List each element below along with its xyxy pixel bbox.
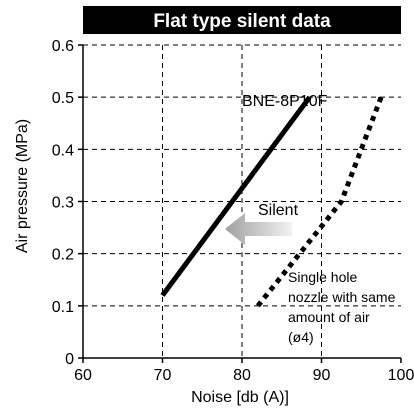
title-banner — [83, 6, 401, 34]
y-tick-label: 0.5 — [52, 90, 74, 107]
series-layer — [160, 95, 384, 308]
x-axis-label: Noise [db (A)] — [191, 389, 289, 406]
tick-layer: 0 0.1 0.2 0.3 0.4 0.5 0.6 60 70 80 90 100 — [52, 38, 414, 384]
y-tick-label: 0.2 — [52, 247, 74, 264]
series-label-nozzle-line: (ø4) — [288, 329, 314, 345]
y-tick-label: 0.3 — [52, 195, 74, 212]
y-axis-label: Air pressure (MPa) — [14, 119, 31, 253]
series-line-bne — [160, 95, 312, 297]
x-tick-label: 60 — [74, 367, 92, 384]
y-tick-label: 0.6 — [52, 38, 74, 55]
series-line-nozzle — [255, 96, 384, 308]
x-tick-label: 100 — [388, 367, 414, 384]
series-label-nozzle-line: nozzle with same — [288, 289, 396, 305]
y-tick-label: 0.1 — [52, 299, 74, 316]
series-label-nozzle-line: amount of air — [288, 309, 370, 325]
series-label-nozzle: Single hole nozzle with same amount of air… — [288, 269, 396, 345]
silent-arrow — [225, 213, 292, 245]
x-tick-label: 90 — [313, 367, 331, 384]
y-tick-label: 0.4 — [52, 142, 74, 159]
x-tick-label: 80 — [233, 367, 251, 384]
silent-label: Silent — [258, 202, 299, 219]
chart-title: Flat type silent data — [153, 11, 331, 32]
y-tick-label: 0 — [65, 351, 74, 368]
series-label-nozzle-line: Single hole — [288, 269, 357, 285]
x-tick-label: 70 — [154, 367, 172, 384]
grid-layer — [83, 44, 401, 358]
series-label-bne: BNE-8P10F — [242, 93, 328, 110]
